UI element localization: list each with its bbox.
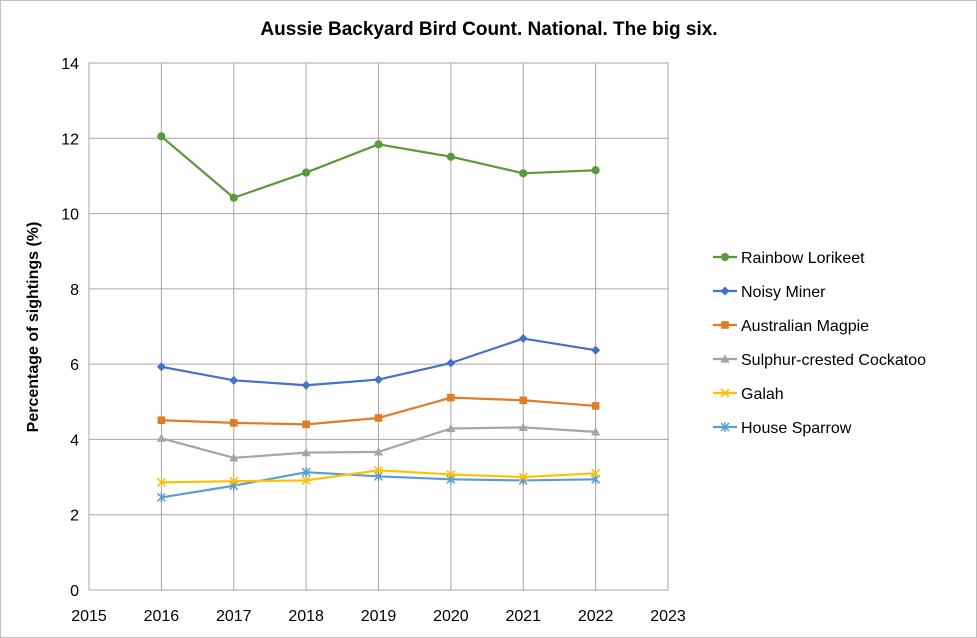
data-point [591,345,601,355]
y-tick-label: 6 [70,357,79,374]
data-point [720,354,730,363]
legend: Rainbow Lorikeet Noisy Miner Australian Ma… [713,250,926,437]
data-point [229,476,239,486]
y-tick-label: 0 [70,583,79,600]
data-point [229,193,238,202]
axes: 0 2 4 6 8 10 12 14 2015 2016 2017 2018 2019 2020 2021 2… [61,56,686,625]
legend-label: Rainbow Lorikeet [741,250,865,267]
x-tick-label: 2017 [216,608,252,625]
data-point [374,140,383,149]
data-point [156,362,166,372]
marker-stroke [373,465,384,475]
data-point [591,468,601,478]
legend-label: Australian Magpie [741,318,869,335]
data-point [156,492,166,503]
data-point [373,465,384,475]
data-point [301,380,311,390]
data-point [374,375,383,385]
data-point [373,447,384,456]
y-tick-label: 14 [61,56,79,73]
marker-stroke [301,475,311,486]
data-point [591,166,600,175]
data-point [302,420,310,429]
y-axis-label: Percentage of sightings (%) [25,222,42,433]
legend-item: Galah [713,386,784,403]
data-point [302,168,311,177]
data-point [301,448,311,457]
legend-label: Sulphur-crested Cockatoo [741,352,926,369]
series-group [156,132,601,503]
x-tick-label: 2018 [288,608,324,625]
marker-stroke [720,388,730,398]
y-tick-label: 12 [61,131,79,148]
legend-label: Noisy Miner [741,284,826,301]
x-tick-label: 2019 [361,608,397,625]
data-point [229,375,239,385]
x-tick-label: 2016 [144,608,180,625]
data-point [518,422,528,431]
legend-label: Galah [741,386,784,403]
legend-item: Sulphur-crested Cockatoo [713,352,926,369]
data-point [720,286,730,296]
marker-stroke [229,476,239,486]
series-galah [156,465,601,487]
data-point [720,388,730,398]
data-point [720,252,730,262]
legend-item: Noisy Miner [713,284,826,301]
data-point [446,152,455,161]
series-noisy-miner [156,334,601,390]
marker-stroke [156,477,166,487]
marker-stroke [518,472,528,482]
y-tick-label: 4 [70,432,79,449]
legend-item: Australian Magpie [713,318,869,335]
legend-item: Rainbow Lorikeet [713,250,865,267]
y-tick-label: 8 [70,282,79,299]
x-tick-label: 2020 [433,608,469,625]
data-point [446,469,456,480]
x-tick-label: 2023 [650,608,686,625]
marker-stroke [591,468,601,478]
data-point [591,402,600,410]
marker-stroke [446,469,456,480]
data-point [446,358,456,368]
y-tick-label: 2 [70,508,79,525]
legend-label: House Sparrow [741,420,852,437]
data-point [591,427,601,436]
legend-item: House Sparrow [713,420,852,437]
data-point [374,414,383,422]
data-point [447,393,455,402]
series-australian-magpie [157,393,600,429]
x-tick-label: 2022 [578,608,614,625]
data-point [229,453,239,462]
chart-title: Aussie Backyard Bird Count. National. Th… [260,19,717,40]
x-tick-label: 2015 [71,608,107,625]
data-point [157,416,166,425]
x-tick-label: 2021 [505,608,541,625]
data-point [720,422,730,432]
data-point [519,396,528,405]
series-sulphur-crested-cockatoo [156,422,601,462]
data-point [156,477,166,487]
data-point [301,475,311,486]
data-point [229,419,238,427]
series-rainbow-lorikeet [157,132,600,202]
data-point [446,423,456,433]
gridlines [88,62,669,591]
y-tick-label: 10 [61,207,79,224]
data-point [518,472,528,482]
data-point [301,467,311,478]
data-point [518,334,528,344]
data-point [519,169,528,178]
data-point [156,433,166,442]
data-point [157,132,166,141]
data-point [721,321,729,329]
